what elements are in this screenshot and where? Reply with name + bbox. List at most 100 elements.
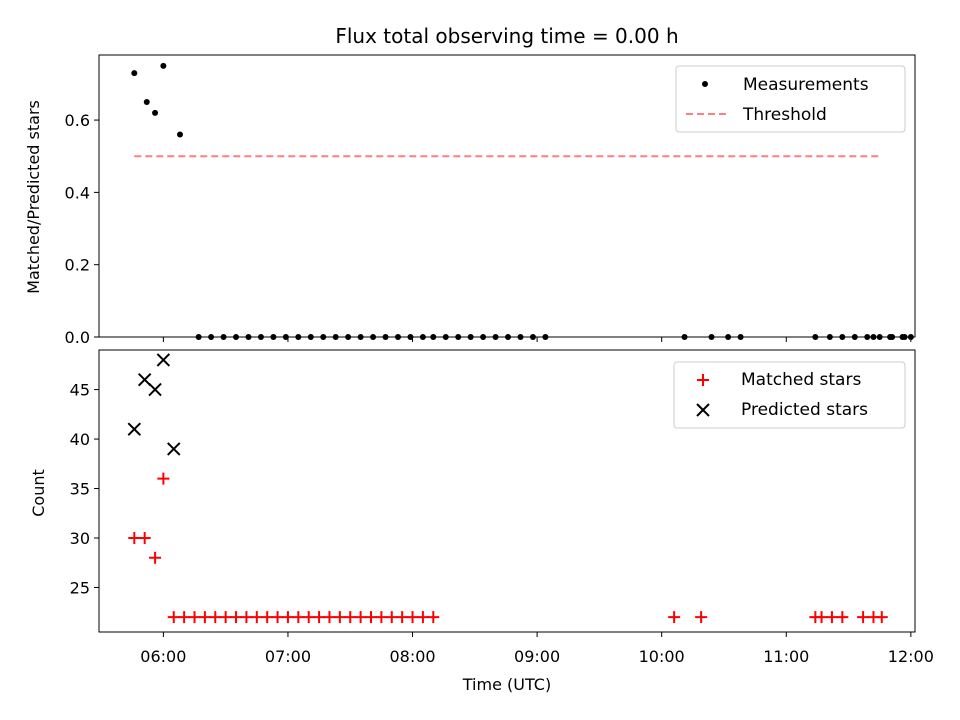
matched-star-point: [281, 611, 294, 624]
measurement-point: [839, 334, 846, 340]
measurement-point: [876, 334, 883, 340]
bottom-x-axis-label: Time (UTC): [462, 675, 551, 694]
matched-star-point: [406, 611, 419, 624]
matched-star-point: [209, 611, 222, 624]
matched-star-point: [875, 611, 888, 624]
matched-star-point: [354, 611, 367, 624]
bottom-x-tick-label: 10:00: [639, 647, 685, 666]
predicted-star-point: [148, 382, 162, 397]
matched-star-point: [385, 611, 398, 624]
matched-star-point: [178, 611, 191, 624]
bottom-y-tick-label: 30: [70, 529, 90, 548]
bottom-x-tick-label: 12:00: [888, 647, 934, 666]
bottom-x-tick-label: 06:00: [140, 647, 186, 666]
measurement-point: [245, 334, 252, 340]
measurement-point: [708, 334, 715, 340]
matched-star-point: [157, 472, 170, 485]
matched-star-point: [138, 532, 151, 544]
top-marks: [131, 62, 914, 340]
matched-star-point: [302, 611, 315, 624]
matched-star-point: [292, 611, 305, 624]
measurement-point: [131, 70, 138, 77]
measurement-point: [419, 334, 426, 340]
bottom-x-tick-label: 11:00: [763, 647, 809, 666]
measurement-point: [176, 131, 183, 138]
matched-star-point: [323, 611, 336, 624]
measurement-point: [826, 334, 833, 340]
matched-star-point: [344, 611, 357, 624]
matched-star-point: [219, 611, 232, 624]
bottom-x-tick-label: 09:00: [514, 647, 560, 666]
legend-threshold-label: Threshold: [742, 105, 827, 125]
matched-star-point: [668, 611, 681, 624]
measurement-point: [407, 334, 414, 340]
matched-star-point: [416, 611, 429, 624]
matched-star-point: [128, 532, 141, 544]
measurement-point: [208, 334, 215, 340]
measurement-point: [282, 334, 289, 340]
matched-star-point: [149, 551, 162, 564]
top-legend-box: [675, 65, 906, 133]
measurement-point: [430, 334, 437, 340]
matched-star-point: [313, 611, 326, 624]
matched-star-point: [188, 611, 201, 624]
top-y-tick-label: 0.4: [65, 183, 90, 202]
matched-star-point: [333, 611, 346, 624]
measurement-point: [725, 334, 732, 340]
matched-star-point: [857, 611, 870, 624]
measurement-point: [442, 334, 449, 340]
measurement-point: [357, 334, 364, 340]
predicted-star-point: [156, 353, 171, 367]
measurement-point: [864, 334, 871, 340]
measurement-point: [517, 334, 524, 340]
bottom-x-tick-label: 07:00: [265, 647, 311, 666]
bottom-y-tick-label: 40: [70, 430, 90, 449]
bottom-legend: Matched stars Predicted stars: [673, 361, 906, 429]
predicted-star-point: [137, 372, 152, 387]
measurement-point: [382, 334, 389, 340]
measurement-point: [737, 334, 744, 340]
measurement-point: [233, 334, 240, 340]
predicted-star-point: [167, 442, 181, 456]
measurement-point: [270, 334, 277, 340]
measurement-point: [870, 334, 877, 340]
top-y-tick-label: 0.6: [65, 111, 90, 130]
bottom-y-tick-label: 25: [70, 578, 90, 597]
matched-star-point: [271, 611, 284, 624]
legend-measurements-label: Measurements: [743, 75, 869, 95]
measurement-point: [320, 334, 327, 340]
measurement-point: [370, 334, 377, 340]
measurement-point: [505, 334, 512, 340]
measurement-point: [480, 334, 487, 340]
matched-star-point: [167, 611, 180, 624]
measurement-point: [899, 334, 906, 340]
measurement-point: [455, 334, 462, 340]
top-panel: Matched/Predicted stars 0.0 0.2 0.4 0.6 Mea…: [24, 54, 916, 347]
measurement-point: [195, 334, 202, 340]
legend-matched-marker: [697, 374, 709, 386]
measurement-point: [220, 334, 227, 340]
bottom-y-tick-label: 35: [70, 480, 90, 499]
bottom-y-axis-label: Count: [29, 469, 48, 517]
measurement-point: [467, 334, 474, 340]
measurement-point: [152, 109, 159, 116]
measurement-point: [143, 99, 150, 105]
matched-star-point: [427, 611, 440, 624]
measurement-point: [332, 334, 339, 340]
matched-star-point: [230, 611, 243, 624]
measurement-point: [394, 334, 401, 340]
matched-star-point: [396, 611, 409, 624]
measurement-point: [851, 334, 858, 340]
legend-predicted-label: Predicted stars: [741, 400, 868, 420]
measurement-point: [160, 62, 167, 69]
matched-star-point: [240, 611, 253, 624]
measurement-point: [492, 334, 499, 340]
matched-star-point: [836, 611, 849, 624]
matched-star-point: [695, 611, 708, 624]
matched-star-point: [261, 611, 274, 624]
bottom-axes: 25 30 35 40 45 06:00 07:00 08:00 09:00 10:00 11:00…: [70, 349, 934, 666]
measurement-point: [907, 334, 914, 340]
bottom-marks: [127, 353, 888, 624]
matched-star-point: [250, 611, 263, 624]
